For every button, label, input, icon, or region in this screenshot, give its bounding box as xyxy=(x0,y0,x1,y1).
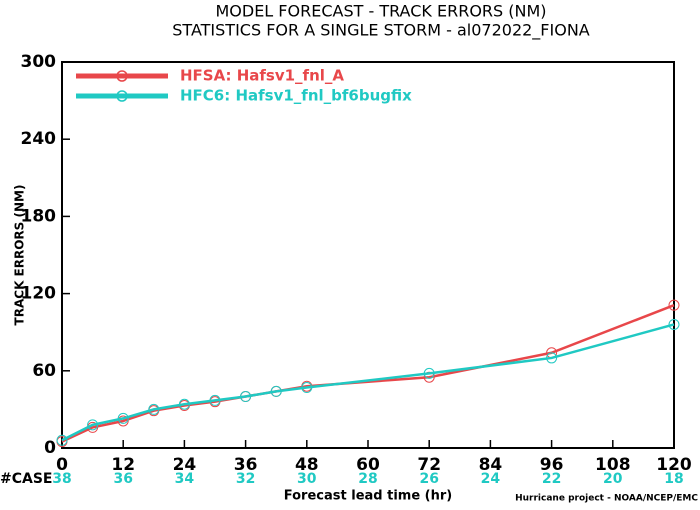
plot-frame xyxy=(61,61,675,449)
y-tick-label: 60 xyxy=(32,361,56,381)
case-count: 22 xyxy=(542,471,561,487)
x-tick-label: 120 xyxy=(656,455,692,475)
y-tick-label: 300 xyxy=(21,52,57,72)
case-count: 36 xyxy=(113,471,132,487)
x-tick-label: 84 xyxy=(479,455,503,475)
case-count: 38 xyxy=(52,471,71,487)
point xyxy=(668,318,680,330)
y-tick-label: 240 xyxy=(21,129,57,149)
y-tick-label: 0 xyxy=(44,438,56,458)
case-count: 20 xyxy=(603,471,623,487)
case-count: 26 xyxy=(419,471,438,487)
case-count: 32 xyxy=(236,471,255,487)
legend-marker xyxy=(116,70,128,82)
x-tick-label: 12 xyxy=(111,455,135,475)
case-count: 18 xyxy=(664,471,683,487)
case-count: 34 xyxy=(175,471,195,487)
x-tick-label: 96 xyxy=(540,455,564,475)
x-tick-label: 60 xyxy=(356,455,380,475)
point xyxy=(117,415,129,427)
point xyxy=(56,434,68,446)
chart-subtitle: STATISTICS FOR A SINGLE STORM - al072022… xyxy=(172,21,590,41)
x-tick-label: 36 xyxy=(234,455,258,475)
series-line xyxy=(61,304,675,443)
point xyxy=(87,419,99,431)
x-tick-label: 0 xyxy=(56,455,68,475)
y-axis-label: TRACK ERRORS (NM) xyxy=(13,185,27,326)
x-tick-label: 24 xyxy=(173,455,197,475)
legend-label: HFC6: Hafsv1_fnl_bf6bugfix xyxy=(180,87,412,105)
case-count: 30 xyxy=(297,471,317,487)
x-tick-label: 48 xyxy=(295,455,319,475)
point xyxy=(178,398,190,410)
point xyxy=(423,367,435,379)
y-tick-label: 180 xyxy=(21,206,57,226)
point xyxy=(240,391,252,403)
case-count: 28 xyxy=(358,471,377,487)
legend-marker xyxy=(116,90,128,102)
point xyxy=(148,403,160,415)
credit: Hurricane project - NOAA/NCEP/EMC xyxy=(515,494,698,504)
point xyxy=(270,385,282,397)
point xyxy=(209,394,221,406)
case-count: 24 xyxy=(481,471,501,487)
point xyxy=(117,412,129,424)
x-tick-label: 108 xyxy=(595,455,631,475)
y-tick-label: 120 xyxy=(21,284,57,304)
point xyxy=(546,352,558,364)
x-tick-label: 72 xyxy=(417,455,441,475)
x-axis-label: Forecast lead time (hr) xyxy=(284,489,452,504)
legend-label: HFSA: Hafsv1_fnl_A xyxy=(180,67,344,85)
point xyxy=(301,382,313,394)
point xyxy=(668,299,680,311)
case-label: #CASE xyxy=(0,471,53,487)
chart-title: MODEL FORECAST - TRACK ERRORS (NM) xyxy=(215,2,546,21)
